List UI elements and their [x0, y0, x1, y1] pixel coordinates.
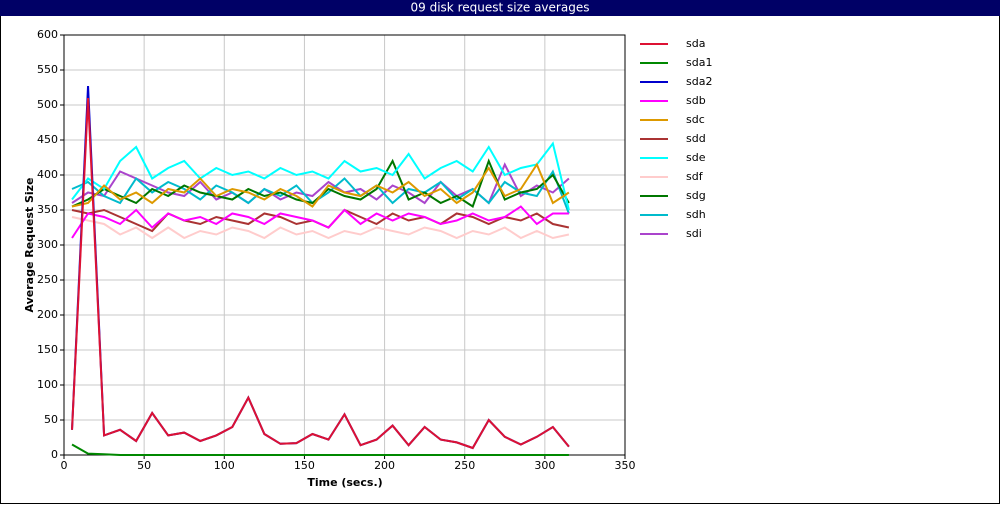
y-tick-label: 150: [37, 343, 58, 356]
legend-label: sdc: [686, 113, 705, 126]
chart-title: 09 disk request size averages: [411, 1, 590, 15]
legend-label: sda2: [686, 75, 712, 88]
legend-label: sdf: [686, 170, 704, 183]
y-tick-label: 0: [51, 448, 58, 461]
series-line: [71, 205, 569, 239]
legend-label: sda: [686, 37, 705, 50]
legend-label: sdi: [686, 227, 702, 240]
y-tick-label: 250: [37, 273, 58, 286]
legend-label: sdd: [686, 132, 706, 145]
x-tick-label: 50: [137, 459, 151, 472]
y-tick-label: 500: [37, 98, 58, 111]
y-tick-label: 450: [37, 133, 58, 146]
y-tick-label: 600: [37, 28, 58, 41]
y-tick-label: 300: [37, 238, 58, 251]
series-line: [71, 162, 570, 208]
x-axis-label: Time (secs.): [307, 476, 382, 489]
legend-label: sda1: [686, 56, 712, 69]
x-tick-label: 0: [61, 459, 68, 472]
legend-label: sde: [686, 151, 706, 164]
series-line: [71, 97, 570, 450]
x-tick-label: 300: [534, 459, 555, 472]
y-axis-label: Average Request Size: [23, 177, 36, 312]
series-line: [71, 216, 570, 240]
legend-label: sdb: [686, 94, 706, 107]
y-tick-label: 50: [44, 413, 58, 426]
y-tick-label: 200: [37, 308, 58, 321]
series-line: [71, 443, 569, 456]
y-tick-label: 400: [37, 168, 58, 181]
legend-label: sdh: [686, 208, 706, 221]
x-tick-label: 350: [615, 459, 636, 472]
x-tick-label: 100: [214, 459, 235, 472]
legend-label: sdg: [686, 189, 706, 202]
y-tick-label: 550: [37, 63, 58, 76]
y-tick-label: 100: [37, 378, 58, 391]
y-tick-label: 350: [37, 203, 58, 216]
x-tick-label: 250: [454, 459, 475, 472]
x-tick-label: 200: [374, 459, 395, 472]
x-tick-label: 150: [294, 459, 315, 472]
series-line: [71, 141, 570, 211]
title-bar: [0, 0, 1000, 16]
